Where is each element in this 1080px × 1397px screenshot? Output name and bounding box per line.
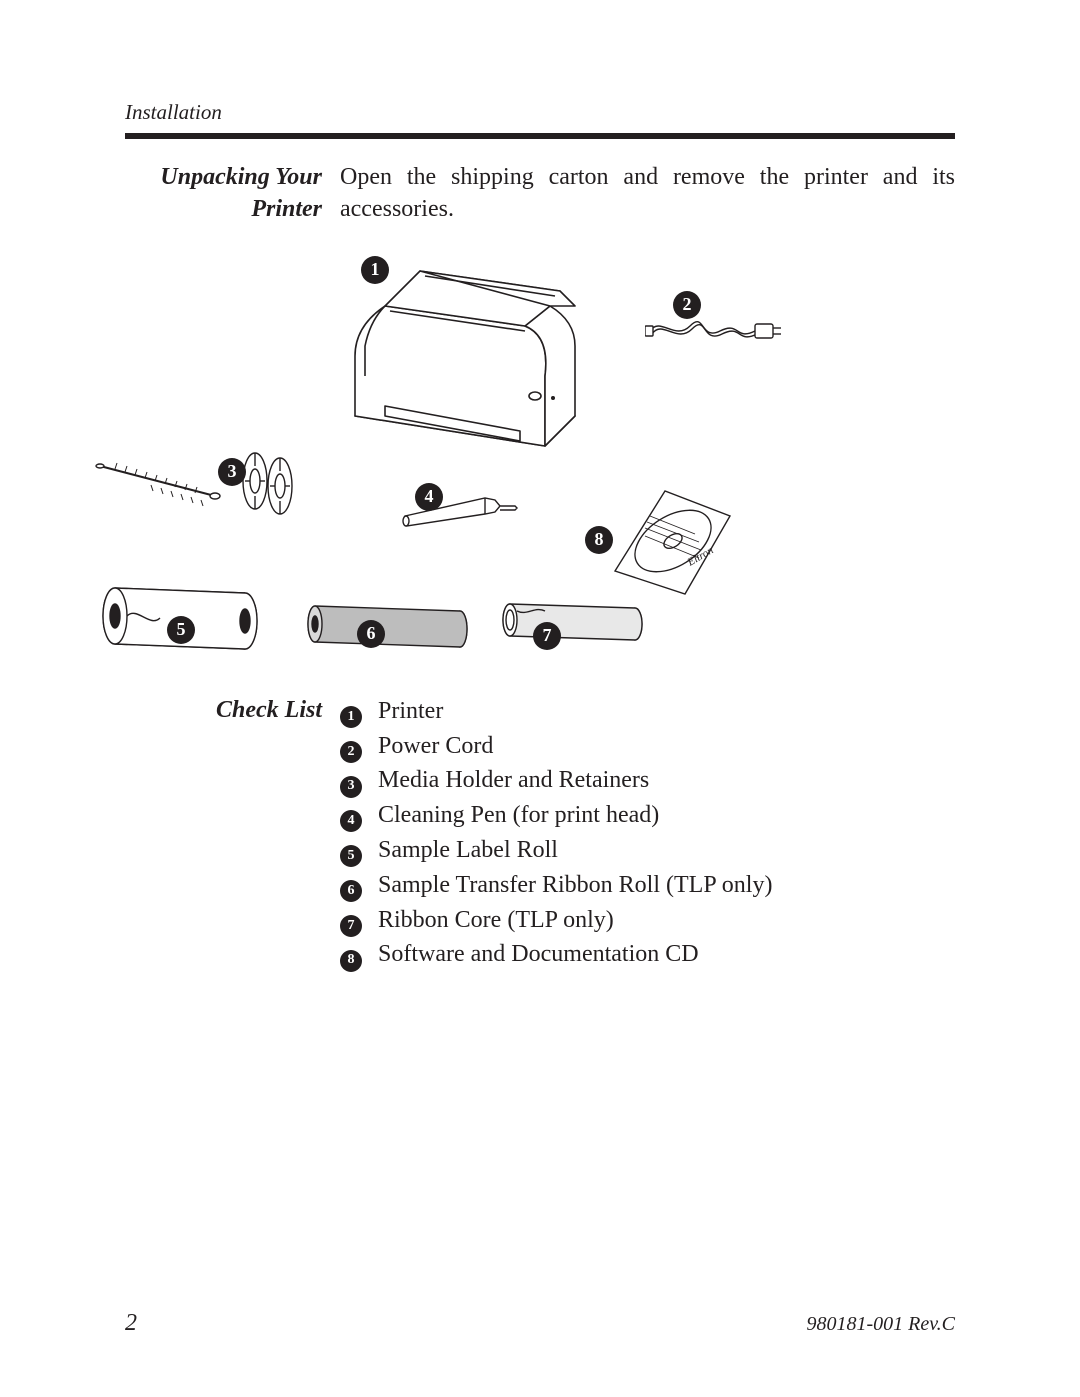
item-number-icon: 5 <box>340 845 362 867</box>
callout-1: 1 <box>361 256 389 284</box>
item-label: Sample Label Roll <box>378 833 558 868</box>
item-number-icon: 6 <box>340 880 362 902</box>
item-number-icon: 8 <box>340 950 362 972</box>
ribbon-core-illustration <box>495 586 655 651</box>
unpacking-title-line1: Unpacking Your <box>160 164 322 190</box>
callout-5: 5 <box>167 616 195 644</box>
list-item: 5 Sample Label Roll <box>340 833 955 868</box>
item-label: Power Cord <box>378 729 493 764</box>
list-item: 1 Printer <box>340 694 955 729</box>
unpacking-title: Unpacking Your Printer <box>125 161 340 226</box>
list-item: 7 Ribbon Core (TLP only) <box>340 903 955 938</box>
unpacking-body: Open the shipping carton and remove the … <box>340 161 955 226</box>
components-diagram: Eltron <box>125 246 955 666</box>
checklist: 1 Printer 2 Power Cord 3 Media Holder and R… <box>340 694 955 972</box>
checklist-section: Check List 1 Printer 2 Power Cord 3 Media H… <box>125 694 955 972</box>
list-item: 3 Media Holder and Retainers <box>340 763 955 798</box>
item-number-icon: 2 <box>340 741 362 763</box>
document-revision: 980181-001 Rev.C <box>807 1313 956 1336</box>
checklist-title: Check List <box>125 694 340 726</box>
header-rule <box>125 133 955 139</box>
list-item: 2 Power Cord <box>340 729 955 764</box>
item-label: Ribbon Core (TLP only) <box>378 903 614 938</box>
cd-illustration: Eltron <box>595 476 735 596</box>
item-number-icon: 7 <box>340 915 362 937</box>
list-item: 4 Cleaning Pen (for print head) <box>340 798 955 833</box>
power-cord-illustration <box>645 286 785 356</box>
item-number-icon: 3 <box>340 776 362 798</box>
media-holder-illustration <box>95 441 305 536</box>
ribbon-roll-illustration <box>300 591 480 656</box>
page-number: 2 <box>125 1310 137 1337</box>
unpacking-title-line2: Printer <box>251 196 322 222</box>
callout-6: 6 <box>357 620 385 648</box>
callout-2: 2 <box>673 291 701 319</box>
item-label: Media Holder and Retainers <box>378 763 649 798</box>
running-head: Installation <box>125 100 955 125</box>
callout-8: 8 <box>585 526 613 554</box>
callout-3: 3 <box>218 458 246 486</box>
unpacking-section: Unpacking Your Printer Open the shipping… <box>125 161 955 226</box>
list-item: 6 Sample Transfer Ribbon Roll (TLP only) <box>340 868 955 903</box>
callout-7: 7 <box>533 622 561 650</box>
item-label: Printer <box>378 694 443 729</box>
list-item: 8 Software and Documentation CD <box>340 937 955 972</box>
item-number-icon: 4 <box>340 810 362 832</box>
page-footer: 2 980181-001 Rev.C <box>125 1310 955 1337</box>
item-label: Sample Transfer Ribbon Roll (TLP only) <box>378 868 772 903</box>
item-label: Software and Documentation CD <box>378 937 699 972</box>
item-number-icon: 1 <box>340 706 362 728</box>
callout-4: 4 <box>415 483 443 511</box>
page: Installation Unpacking Your Printer Open… <box>0 0 1080 1397</box>
item-label: Cleaning Pen (for print head) <box>378 798 659 833</box>
